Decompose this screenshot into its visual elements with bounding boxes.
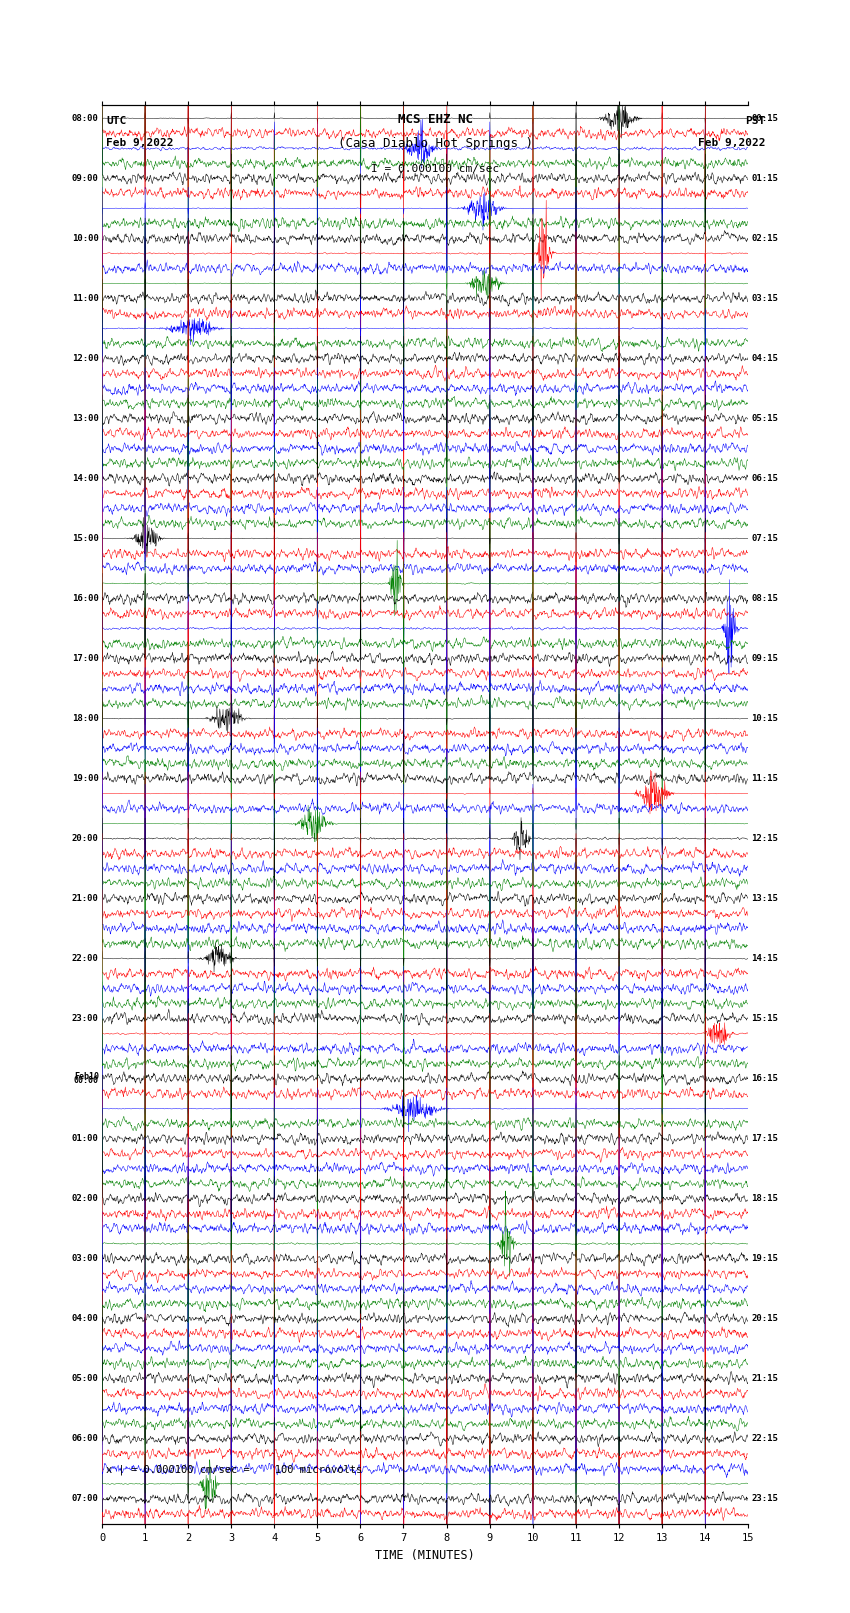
Text: 17:15: 17:15 [751,1134,778,1144]
X-axis label: TIME (MINUTES): TIME (MINUTES) [375,1548,475,1561]
Text: 20:15: 20:15 [751,1315,778,1323]
Text: UTC: UTC [106,116,127,126]
Text: 19:15: 19:15 [751,1255,778,1263]
Text: 07:00: 07:00 [72,1494,99,1503]
Text: 22:00: 22:00 [72,955,99,963]
Text: 23:15: 23:15 [751,1494,778,1503]
Text: 03:15: 03:15 [751,294,778,303]
Text: 15:15: 15:15 [751,1015,778,1023]
Text: 01:15: 01:15 [751,174,778,182]
Text: 16:00: 16:00 [72,594,99,603]
Text: 05:00: 05:00 [72,1374,99,1384]
Text: 10:00: 10:00 [72,234,99,244]
Text: 10:15: 10:15 [751,715,778,723]
Text: 17:00: 17:00 [72,653,99,663]
Text: 11:00: 11:00 [72,294,99,303]
Text: 02:15: 02:15 [751,234,778,244]
Text: 15:00: 15:00 [72,534,99,544]
Text: Feb 9,2022: Feb 9,2022 [698,139,765,148]
Text: 00:00: 00:00 [74,1076,99,1086]
Text: 04:00: 04:00 [72,1315,99,1323]
Text: 14:00: 14:00 [72,474,99,482]
Text: 08:00: 08:00 [72,115,99,123]
Text: 12:00: 12:00 [72,353,99,363]
Text: 02:00: 02:00 [72,1194,99,1203]
Text: 23:00: 23:00 [72,1015,99,1023]
Text: 06:00: 06:00 [72,1434,99,1444]
Text: (Casa Diablo Hot Springs ): (Casa Diablo Hot Springs ) [338,137,533,150]
Text: Feb 9,2022: Feb 9,2022 [106,139,173,148]
Text: 09:15: 09:15 [751,653,778,663]
Text: 09:00: 09:00 [72,174,99,182]
Text: 21:15: 21:15 [751,1374,778,1384]
Text: 08:15: 08:15 [751,594,778,603]
Text: 20:00: 20:00 [72,834,99,844]
Text: I = 0.000100 cm/sec: I = 0.000100 cm/sec [371,165,500,174]
Text: MCS EHZ NC: MCS EHZ NC [398,113,473,126]
Text: 05:15: 05:15 [751,415,778,423]
Text: 06:15: 06:15 [751,474,778,482]
Text: 11:15: 11:15 [751,774,778,782]
Text: PST: PST [745,116,765,126]
Text: 21:00: 21:00 [72,894,99,903]
Text: 13:15: 13:15 [751,894,778,903]
Text: 16:15: 16:15 [751,1074,778,1084]
Text: 12:15: 12:15 [751,834,778,844]
Text: Feb10: Feb10 [74,1073,99,1081]
Text: x | = 0.000100 cm/sec =    100 microvolts: x | = 0.000100 cm/sec = 100 microvolts [106,1465,362,1476]
Text: 07:15: 07:15 [751,534,778,544]
Text: 22:15: 22:15 [751,1434,778,1444]
Text: 04:15: 04:15 [751,353,778,363]
Text: 13:00: 13:00 [72,415,99,423]
Text: 19:00: 19:00 [72,774,99,782]
Text: 00:15: 00:15 [751,115,778,123]
Text: 14:15: 14:15 [751,955,778,963]
Text: 18:15: 18:15 [751,1194,778,1203]
Text: 18:00: 18:00 [72,715,99,723]
Text: 03:00: 03:00 [72,1255,99,1263]
Text: 01:00: 01:00 [72,1134,99,1144]
